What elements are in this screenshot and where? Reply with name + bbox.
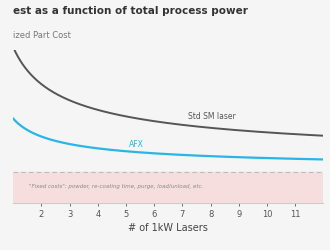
Text: est as a function of total process power: est as a function of total process power — [13, 6, 248, 16]
Bar — [13, 172, 323, 203]
Text: "Fixed costs": powder, re-coating time, purge, load/unload, etc.: "Fixed costs": powder, re-coating time, … — [29, 184, 203, 189]
Text: ized Part Cost: ized Part Cost — [13, 31, 71, 40]
X-axis label: # of 1kW Lasers: # of 1kW Lasers — [128, 223, 208, 233]
Text: Std SM laser: Std SM laser — [188, 112, 236, 122]
Text: AFX: AFX — [129, 140, 144, 149]
